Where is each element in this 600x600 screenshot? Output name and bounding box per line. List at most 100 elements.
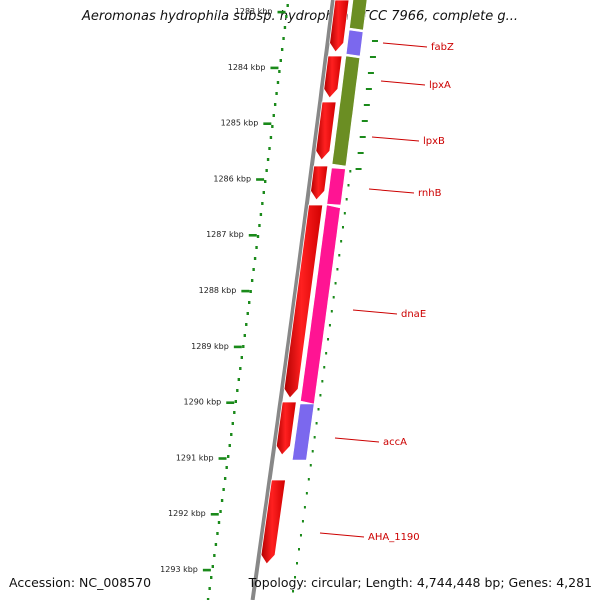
ring-dot — [285, 15, 288, 18]
ring-dot — [265, 169, 268, 172]
ring-dot — [332, 296, 335, 299]
ring-dot — [255, 246, 258, 249]
ring-dot — [231, 422, 234, 425]
ring-dot — [248, 301, 251, 304]
ring-dot — [280, 48, 284, 51]
ring-dot — [321, 380, 324, 383]
ring-dot — [292, 590, 295, 593]
gene-label: lpxA — [429, 80, 451, 91]
ring-dot — [266, 158, 270, 161]
gene-arrow — [315, 101, 337, 161]
scale-label: 1291 kbp — [176, 453, 214, 462]
ring-dot — [258, 224, 261, 227]
scale-tick — [263, 122, 272, 125]
ring-dot — [225, 466, 228, 469]
ring-dot — [249, 290, 252, 293]
gene-label-leader — [380, 80, 426, 86]
ring-dot — [216, 532, 219, 535]
ring-dot — [256, 235, 260, 238]
scale-tick — [218, 457, 227, 460]
ring-dot — [282, 37, 285, 40]
gene-arrow — [260, 479, 286, 565]
ring-dot — [338, 254, 341, 257]
ring-dot — [253, 257, 257, 260]
ring-dot — [359, 136, 366, 138]
ring-dot — [275, 92, 278, 95]
scale-label: 1285 kbp — [221, 119, 259, 128]
gene-label: lpxB — [423, 136, 445, 147]
scale-tick — [256, 178, 265, 181]
ring-dot — [273, 103, 277, 106]
cog-segment — [331, 55, 361, 167]
ring-dot — [268, 147, 271, 150]
ring-dot — [237, 378, 241, 381]
ring-dot — [361, 120, 368, 122]
ring-dot — [317, 408, 320, 411]
ring-dot — [259, 213, 263, 216]
ring-dot — [206, 598, 210, 600]
gene-label-leader — [334, 437, 380, 443]
scale-tick — [241, 289, 250, 293]
ring-dot — [211, 565, 214, 568]
gene-arrow — [310, 165, 329, 201]
scale-label: 1286 kbp — [213, 174, 251, 183]
ring-dot — [297, 548, 300, 551]
scale-tick — [202, 568, 211, 572]
scale-tick — [270, 66, 279, 70]
ring-dot — [220, 499, 224, 502]
gene-label-leader — [371, 136, 420, 142]
ring-dot — [299, 534, 302, 537]
ring-dot — [210, 576, 213, 579]
ring-dot — [246, 312, 249, 315]
ring-dot — [261, 202, 264, 205]
scale-label: 1289 kbp — [191, 342, 229, 351]
ring-dot — [357, 152, 364, 154]
scale-tick — [277, 10, 286, 14]
map-title: Aeromonas hydrophila subsp. hydrophila A… — [81, 9, 519, 24]
gene-label: fabZ — [431, 42, 454, 53]
cog-ring — [291, 0, 368, 461]
scale-label: 1293 kbp — [160, 565, 198, 574]
ring-dot — [347, 184, 350, 187]
ring-dot — [245, 323, 248, 326]
scale-label: 1284 kbp — [228, 63, 266, 72]
ring-dot — [217, 521, 221, 524]
ring-dot — [213, 554, 216, 557]
ring-dot — [233, 411, 236, 414]
ring-dot — [325, 352, 328, 355]
ring-dot — [283, 26, 287, 29]
ring-dot — [243, 334, 246, 337]
ring-dot — [345, 198, 348, 201]
gene-label: accA — [383, 437, 407, 448]
gene-arrow — [283, 204, 324, 399]
scale-ticks: 1283 kbp 1284 kbp 1285 kbp 1286 kbp 1287 kbp… — [160, 7, 286, 574]
cog-segment — [326, 167, 346, 206]
ring-dot — [341, 226, 344, 229]
ring-dot — [367, 72, 374, 74]
ring-dot — [228, 444, 231, 447]
ring-dot — [336, 268, 339, 271]
ring-dot — [355, 168, 362, 170]
ring-dot — [222, 488, 225, 491]
ring-dot — [278, 70, 281, 73]
ring-dot — [240, 356, 243, 359]
ring-dot — [311, 450, 314, 453]
scale-tick — [233, 345, 242, 349]
ring-dot — [227, 455, 230, 458]
cog-segment — [345, 29, 364, 57]
ring-dot — [330, 310, 333, 313]
scale-tick — [248, 234, 257, 237]
ring-dot — [323, 366, 326, 369]
scale-label: 1292 kbp — [168, 509, 206, 518]
gene-label: AHA_1190 — [368, 532, 420, 543]
ring-dot — [315, 422, 318, 425]
scale-label: 1290 kbp — [184, 398, 222, 407]
ring-dot — [223, 477, 227, 480]
ring-dot — [371, 40, 378, 42]
ring-dot — [349, 170, 352, 173]
accession-text: Accession: NC_008570 — [9, 575, 152, 590]
ring-dot — [319, 394, 322, 397]
cog-segment — [349, 0, 368, 31]
scale-label: 1283 kbp — [235, 7, 273, 16]
cog-segment — [291, 403, 315, 461]
